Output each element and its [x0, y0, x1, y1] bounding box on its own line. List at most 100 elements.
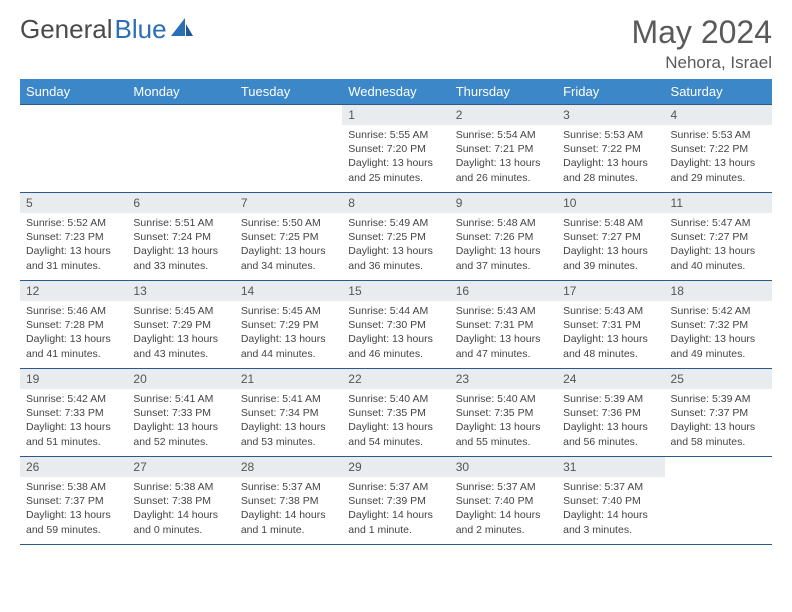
sunrise-text: Sunrise: 5:40 AM — [456, 392, 551, 406]
title-block: May 2024 Nehora, Israel — [631, 14, 772, 73]
day-number: 28 — [235, 457, 342, 477]
sunset-text: Sunset: 7:25 PM — [241, 230, 336, 244]
daylight-text: Daylight: 14 hours and 1 minute. — [241, 508, 336, 536]
sunrise-text: Sunrise: 5:48 AM — [456, 216, 551, 230]
sunrise-text: Sunrise: 5:37 AM — [241, 480, 336, 494]
calendar-table: SundayMondayTuesdayWednesdayThursdayFrid… — [20, 79, 772, 545]
day-body: Sunrise: 5:37 AMSunset: 7:40 PMDaylight:… — [557, 477, 664, 541]
sunrise-text: Sunrise: 5:39 AM — [671, 392, 766, 406]
sunset-text: Sunset: 7:22 PM — [563, 142, 658, 156]
calendar-cell: 10Sunrise: 5:48 AMSunset: 7:27 PMDayligh… — [557, 193, 664, 281]
sunrise-text: Sunrise: 5:37 AM — [456, 480, 551, 494]
day-body — [665, 477, 772, 484]
day-body: Sunrise: 5:55 AMSunset: 7:20 PMDaylight:… — [342, 125, 449, 189]
day-body: Sunrise: 5:40 AMSunset: 7:35 PMDaylight:… — [450, 389, 557, 453]
daylight-text: Daylight: 13 hours and 44 minutes. — [241, 332, 336, 360]
daylight-text: Daylight: 13 hours and 59 minutes. — [26, 508, 121, 536]
sunrise-text: Sunrise: 5:45 AM — [241, 304, 336, 318]
weekday-header: Wednesday — [342, 79, 449, 105]
day-number: 20 — [127, 369, 234, 389]
day-number: 16 — [450, 281, 557, 301]
day-number: 26 — [20, 457, 127, 477]
sunset-text: Sunset: 7:33 PM — [133, 406, 228, 420]
sunrise-text: Sunrise: 5:51 AM — [133, 216, 228, 230]
day-number: 11 — [665, 193, 772, 213]
sunset-text: Sunset: 7:24 PM — [133, 230, 228, 244]
daylight-text: Daylight: 14 hours and 1 minute. — [348, 508, 443, 536]
sunset-text: Sunset: 7:22 PM — [671, 142, 766, 156]
calendar-cell: 31Sunrise: 5:37 AMSunset: 7:40 PMDayligh… — [557, 457, 664, 545]
calendar-cell — [127, 105, 234, 193]
weekday-header: Tuesday — [235, 79, 342, 105]
sunset-text: Sunset: 7:32 PM — [671, 318, 766, 332]
logo-text-2: Blue — [115, 14, 167, 45]
day-body: Sunrise: 5:42 AMSunset: 7:33 PMDaylight:… — [20, 389, 127, 453]
sunrise-text: Sunrise: 5:46 AM — [26, 304, 121, 318]
calendar-cell: 18Sunrise: 5:42 AMSunset: 7:32 PMDayligh… — [665, 281, 772, 369]
day-number: 4 — [665, 105, 772, 125]
day-body: Sunrise: 5:45 AMSunset: 7:29 PMDaylight:… — [127, 301, 234, 365]
logo-sail-icon — [171, 14, 193, 45]
header: GeneralBlue May 2024 Nehora, Israel — [20, 14, 772, 73]
day-number: 30 — [450, 457, 557, 477]
daylight-text: Daylight: 14 hours and 0 minutes. — [133, 508, 228, 536]
calendar-cell: 15Sunrise: 5:44 AMSunset: 7:30 PMDayligh… — [342, 281, 449, 369]
calendar-row: 1Sunrise: 5:55 AMSunset: 7:20 PMDaylight… — [20, 105, 772, 193]
day-number: 18 — [665, 281, 772, 301]
day-body: Sunrise: 5:54 AMSunset: 7:21 PMDaylight:… — [450, 125, 557, 189]
day-number: 22 — [342, 369, 449, 389]
calendar-row: 26Sunrise: 5:38 AMSunset: 7:37 PMDayligh… — [20, 457, 772, 545]
day-number: 6 — [127, 193, 234, 213]
day-body: Sunrise: 5:39 AMSunset: 7:36 PMDaylight:… — [557, 389, 664, 453]
daylight-text: Daylight: 13 hours and 37 minutes. — [456, 244, 551, 272]
sunset-text: Sunset: 7:40 PM — [456, 494, 551, 508]
day-number: 7 — [235, 193, 342, 213]
calendar-cell: 27Sunrise: 5:38 AMSunset: 7:38 PMDayligh… — [127, 457, 234, 545]
day-body: Sunrise: 5:40 AMSunset: 7:35 PMDaylight:… — [342, 389, 449, 453]
sunset-text: Sunset: 7:25 PM — [348, 230, 443, 244]
weekday-row: SundayMondayTuesdayWednesdayThursdayFrid… — [20, 79, 772, 105]
calendar-cell: 30Sunrise: 5:37 AMSunset: 7:40 PMDayligh… — [450, 457, 557, 545]
sunrise-text: Sunrise: 5:48 AM — [563, 216, 658, 230]
calendar-cell: 24Sunrise: 5:39 AMSunset: 7:36 PMDayligh… — [557, 369, 664, 457]
calendar-row: 5Sunrise: 5:52 AMSunset: 7:23 PMDaylight… — [20, 193, 772, 281]
weekday-header: Thursday — [450, 79, 557, 105]
day-body: Sunrise: 5:49 AMSunset: 7:25 PMDaylight:… — [342, 213, 449, 277]
daylight-text: Daylight: 13 hours and 53 minutes. — [241, 420, 336, 448]
sunrise-text: Sunrise: 5:55 AM — [348, 128, 443, 142]
sunset-text: Sunset: 7:35 PM — [348, 406, 443, 420]
day-body: Sunrise: 5:37 AMSunset: 7:39 PMDaylight:… — [342, 477, 449, 541]
weekday-header: Sunday — [20, 79, 127, 105]
daylight-text: Daylight: 13 hours and 47 minutes. — [456, 332, 551, 360]
sunrise-text: Sunrise: 5:45 AM — [133, 304, 228, 318]
day-number: 25 — [665, 369, 772, 389]
calendar-cell: 21Sunrise: 5:41 AMSunset: 7:34 PMDayligh… — [235, 369, 342, 457]
calendar-cell — [20, 105, 127, 193]
day-number: 1 — [342, 105, 449, 125]
day-body: Sunrise: 5:37 AMSunset: 7:40 PMDaylight:… — [450, 477, 557, 541]
sunrise-text: Sunrise: 5:49 AM — [348, 216, 443, 230]
day-number: 31 — [557, 457, 664, 477]
daylight-text: Daylight: 13 hours and 40 minutes. — [671, 244, 766, 272]
day-body: Sunrise: 5:38 AMSunset: 7:37 PMDaylight:… — [20, 477, 127, 541]
calendar-cell: 23Sunrise: 5:40 AMSunset: 7:35 PMDayligh… — [450, 369, 557, 457]
day-body: Sunrise: 5:48 AMSunset: 7:26 PMDaylight:… — [450, 213, 557, 277]
calendar-cell: 12Sunrise: 5:46 AMSunset: 7:28 PMDayligh… — [20, 281, 127, 369]
day-body: Sunrise: 5:38 AMSunset: 7:38 PMDaylight:… — [127, 477, 234, 541]
day-number — [20, 105, 127, 125]
sunset-text: Sunset: 7:20 PM — [348, 142, 443, 156]
sunrise-text: Sunrise: 5:37 AM — [348, 480, 443, 494]
sunrise-text: Sunrise: 5:37 AM — [563, 480, 658, 494]
sunset-text: Sunset: 7:34 PM — [241, 406, 336, 420]
daylight-text: Daylight: 13 hours and 29 minutes. — [671, 156, 766, 184]
day-number — [127, 105, 234, 125]
sunset-text: Sunset: 7:38 PM — [241, 494, 336, 508]
calendar-cell: 16Sunrise: 5:43 AMSunset: 7:31 PMDayligh… — [450, 281, 557, 369]
calendar-row: 19Sunrise: 5:42 AMSunset: 7:33 PMDayligh… — [20, 369, 772, 457]
calendar-body: 1Sunrise: 5:55 AMSunset: 7:20 PMDaylight… — [20, 105, 772, 545]
day-number: 29 — [342, 457, 449, 477]
day-number: 9 — [450, 193, 557, 213]
daylight-text: Daylight: 13 hours and 48 minutes. — [563, 332, 658, 360]
sunset-text: Sunset: 7:39 PM — [348, 494, 443, 508]
calendar-cell: 25Sunrise: 5:39 AMSunset: 7:37 PMDayligh… — [665, 369, 772, 457]
